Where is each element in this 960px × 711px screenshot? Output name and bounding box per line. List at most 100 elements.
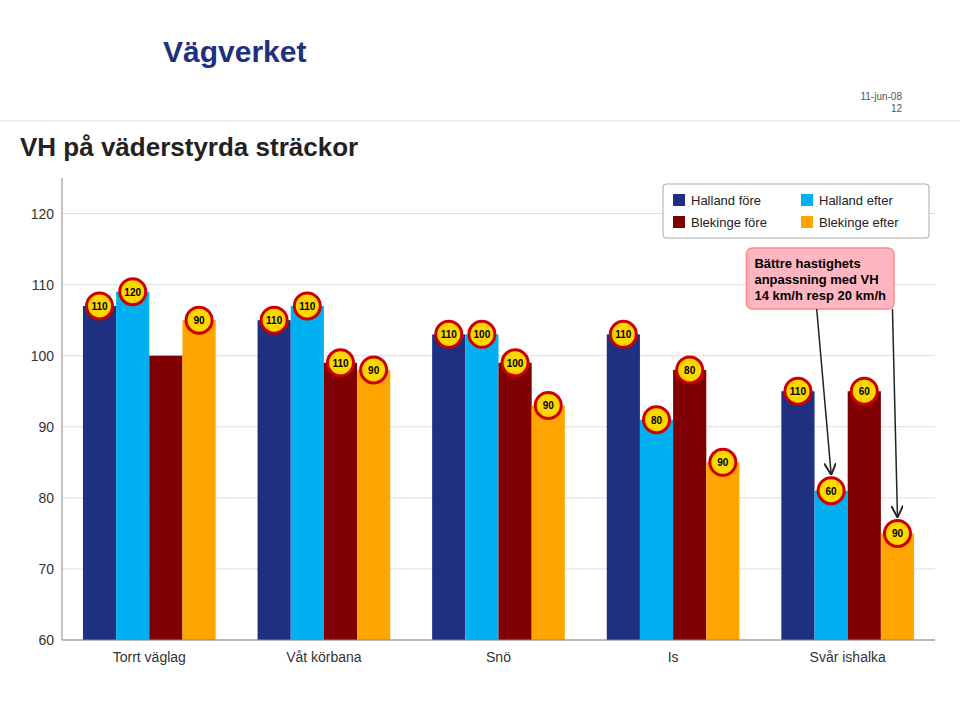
- x-tick-label: Våt körbana: [286, 649, 362, 665]
- speed-sign: [644, 407, 670, 433]
- text-line: 12: [891, 103, 903, 114]
- bar: [432, 334, 465, 640]
- speed-sign-label: 110: [441, 329, 458, 340]
- speed-sign-label: 100: [507, 358, 524, 369]
- speed-signs: 1101101101101101201101008060110100806090…: [87, 279, 911, 547]
- speed-sign: [610, 321, 636, 347]
- legend-label: Halland före: [691, 193, 761, 208]
- y-tick-label: 110: [32, 277, 55, 293]
- bar: [881, 533, 914, 640]
- bar: [324, 363, 357, 640]
- speed-sign: [884, 520, 910, 546]
- legend-label: Blekinge före: [691, 215, 767, 230]
- speed-sign: [87, 293, 113, 319]
- bar: [532, 405, 565, 640]
- speed-sign-label: 90: [543, 400, 555, 411]
- chart-svg: Vägverket 11-jun-0812 VH på väderstyrda st…: [0, 0, 960, 711]
- speed-sign: [785, 378, 811, 404]
- legend-label: Halland efter: [819, 193, 893, 208]
- text-line: Bättre hastighets: [754, 256, 860, 271]
- speed-sign-label: 110: [790, 386, 807, 397]
- speed-sign: [851, 378, 877, 404]
- legend-swatch: [673, 194, 685, 206]
- x-tick-label: Torrt väglag: [113, 649, 186, 665]
- speed-sign: [361, 357, 387, 383]
- date-text: 11-jun-0812: [860, 91, 902, 114]
- speed-sign: [294, 293, 320, 319]
- annotation: Bättre hastighetsanpassning med VH14 km/…: [746, 248, 897, 516]
- annotation-text: Bättre hastighetsanpassning med VH14 km/…: [754, 256, 886, 303]
- bar: [781, 391, 814, 640]
- bar: [815, 491, 848, 640]
- bar: [291, 306, 324, 640]
- bars: [83, 292, 914, 640]
- speed-sign-label: 60: [826, 486, 838, 497]
- bar: [706, 462, 739, 640]
- speed-sign-label: 90: [368, 365, 380, 376]
- bar: [465, 334, 498, 640]
- bar: [357, 370, 390, 640]
- chart-title: VH på väderstyrda sträckor: [20, 132, 358, 162]
- speed-sign-label: 110: [266, 315, 283, 326]
- annotation-arrow: [892, 309, 897, 516]
- text-line: 11-jun-08: [860, 91, 902, 102]
- speed-sign: [677, 357, 703, 383]
- bar: [83, 306, 116, 640]
- speed-sign: [502, 350, 528, 376]
- speed-sign-label: 110: [91, 301, 108, 312]
- legend-swatch: [801, 194, 813, 206]
- speed-sign: [261, 307, 287, 333]
- speed-sign-label: 110: [332, 358, 349, 369]
- bar: [499, 363, 532, 640]
- speed-sign: [120, 279, 146, 305]
- y-tick-label: 60: [38, 632, 54, 648]
- speed-sign-label: 120: [124, 287, 141, 298]
- bar: [258, 320, 291, 640]
- speed-sign: [186, 307, 212, 333]
- y-tick-labels: 60 70 80 90 100 110 120: [31, 206, 55, 648]
- legend-swatch: [801, 216, 813, 228]
- header-rule: [0, 121, 960, 122]
- annotation-box: [746, 248, 894, 309]
- x-axis-line: [62, 640, 935, 641]
- grid-line: [62, 640, 935, 641]
- speed-sign-label: 110: [299, 301, 316, 312]
- logo-text: Vägverket: [163, 35, 306, 68]
- y-tick-label: 100: [31, 348, 55, 364]
- legend-frame: [663, 184, 929, 238]
- chart-container: Vägverket 11-jun-0812 VH på väderstyrda st…: [0, 0, 960, 711]
- legend-label: Blekinge efter: [819, 215, 899, 230]
- speed-sign-label: 100: [474, 329, 491, 340]
- bar: [116, 292, 149, 640]
- speed-sign-label: 90: [193, 315, 205, 326]
- bar: [149, 356, 182, 640]
- speed-sign-label: 90: [717, 457, 729, 468]
- y-tick-label: 80: [38, 490, 54, 506]
- speed-sign-label: 110: [615, 329, 632, 340]
- speed-sign: [535, 392, 561, 418]
- speed-sign: [710, 449, 736, 475]
- speed-sign-label: 60: [859, 386, 871, 397]
- bar: [640, 420, 673, 640]
- speed-sign: [469, 321, 495, 347]
- y-tick-label: 120: [31, 206, 55, 222]
- bar: [607, 334, 640, 640]
- speed-sign: [327, 350, 353, 376]
- y-tick-label: 90: [38, 419, 54, 435]
- y-tick-label: 70: [38, 561, 54, 577]
- speed-sign-label: 80: [684, 365, 696, 376]
- annotation-arrow: [817, 309, 831, 474]
- speed-sign: [818, 478, 844, 504]
- legend: Halland före Halland efter Blekinge före Bl…: [663, 184, 929, 238]
- speed-sign: [436, 321, 462, 347]
- text-line: 14 km/h resp 20 km/h: [754, 288, 886, 303]
- x-tick-label: Snö: [486, 649, 511, 665]
- text-line: anpassning med VH: [754, 272, 878, 287]
- x-tick-label: Is: [668, 649, 679, 665]
- bar: [673, 370, 706, 640]
- legend-swatch: [673, 216, 685, 228]
- bar: [182, 320, 215, 640]
- x-tick-labels: Torrt väglag Våt körbana Snö Is Svår ishalka: [113, 649, 886, 665]
- x-tick-label: Svår ishalka: [810, 649, 886, 665]
- y-axis-line: [62, 178, 63, 640]
